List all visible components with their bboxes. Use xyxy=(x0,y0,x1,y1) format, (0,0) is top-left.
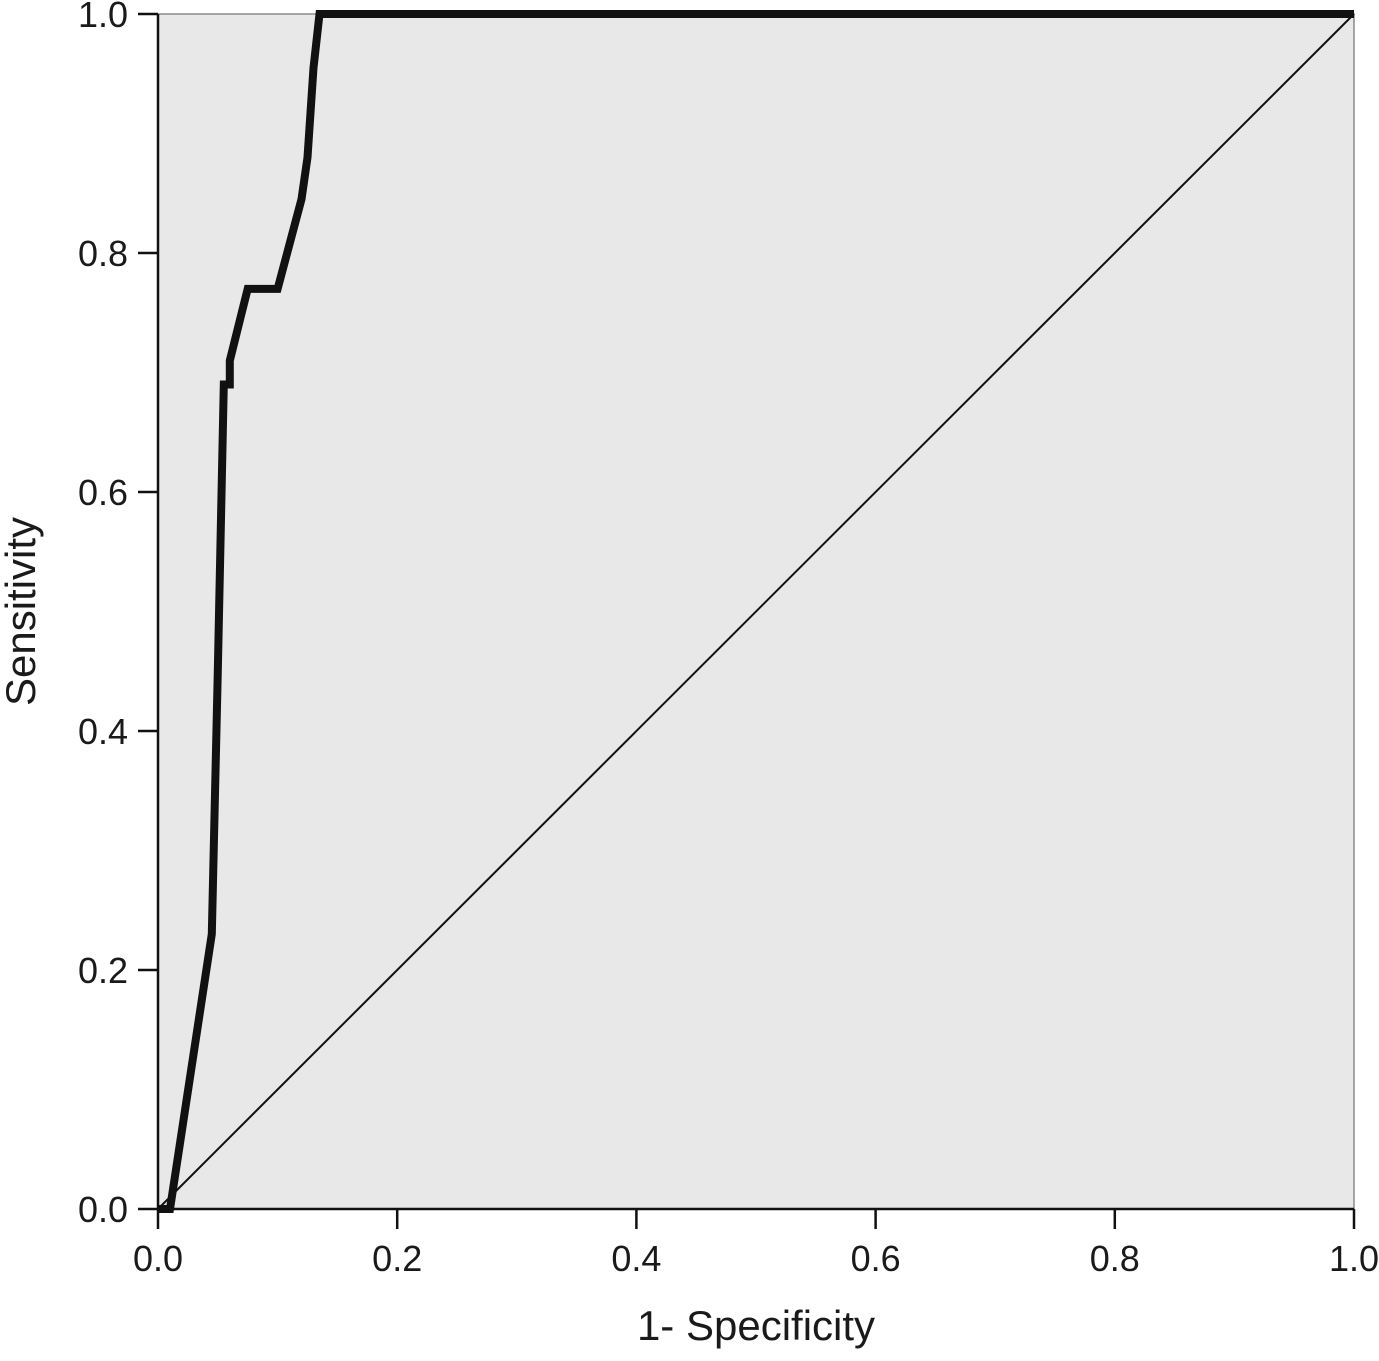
y-tick-label: 0.8 xyxy=(78,233,128,274)
x-tick-label: 0.0 xyxy=(133,1238,183,1279)
x-tick-label: 1.0 xyxy=(1329,1238,1379,1279)
y-tick-label: 1.0 xyxy=(78,0,128,35)
x-axis: 0.0 0.2 0.4 0.6 0.8 1.0 xyxy=(133,1209,1379,1279)
series-layer xyxy=(157,10,1355,1213)
x-tick-label: 0.6 xyxy=(851,1238,901,1279)
roc-curve-line xyxy=(158,10,1354,1213)
x-axis-title: 1- Specificity xyxy=(637,1302,875,1349)
x-tick-label: 0.8 xyxy=(1090,1238,1140,1279)
x-tick-label: 0.2 xyxy=(372,1238,422,1279)
y-tick-label: 0.0 xyxy=(78,1189,128,1230)
y-axis-title: Sensitivity xyxy=(0,517,44,706)
y-tick-label: 0.4 xyxy=(78,711,128,752)
y-tick-label: 0.2 xyxy=(78,950,128,991)
y-tick-label: 0.6 xyxy=(78,472,128,513)
x-tick-label: 0.4 xyxy=(611,1238,661,1279)
reference-diagonal-line xyxy=(157,13,1355,1210)
y-axis: 0.0 0.2 0.4 0.6 0.8 1.0 xyxy=(78,0,158,1230)
